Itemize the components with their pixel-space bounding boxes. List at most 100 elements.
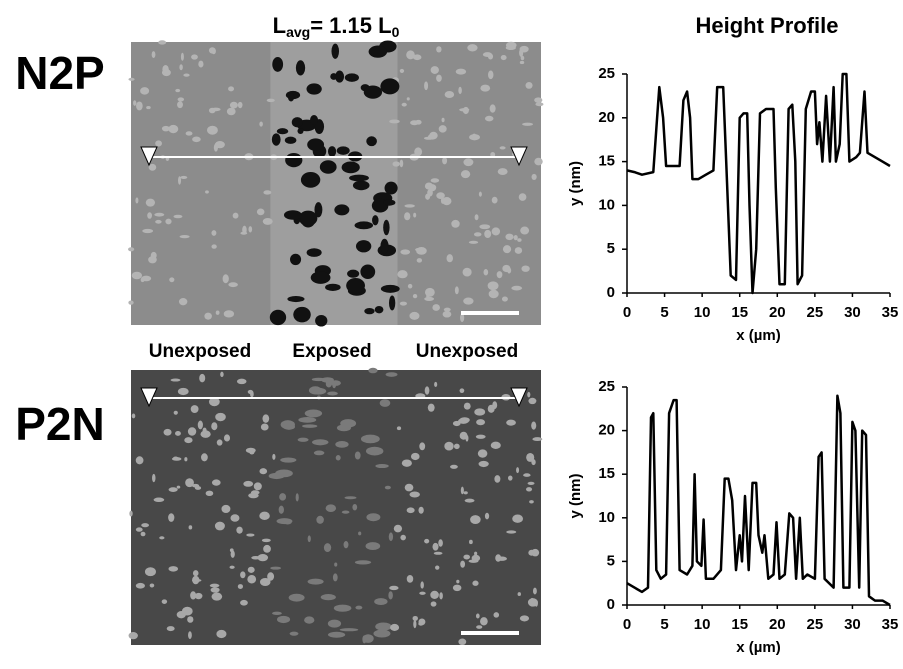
island [452, 584, 462, 592]
hole [363, 85, 383, 99]
island [436, 46, 442, 53]
hole [366, 136, 377, 147]
island [151, 51, 156, 58]
island [206, 125, 218, 135]
island [506, 530, 517, 534]
island [128, 247, 135, 252]
island [133, 100, 137, 106]
island [414, 147, 423, 157]
island [177, 101, 183, 109]
island [298, 417, 317, 423]
island [397, 270, 408, 279]
island [214, 521, 225, 531]
island [222, 274, 229, 284]
island [152, 473, 156, 483]
island [512, 514, 524, 523]
island [166, 626, 175, 632]
island [502, 245, 512, 254]
x-tick-label: 20 [769, 616, 786, 633]
island [502, 264, 511, 273]
island [365, 542, 381, 550]
island [438, 539, 443, 547]
hole [383, 219, 390, 236]
island [153, 497, 165, 503]
island [215, 310, 220, 315]
island [354, 451, 361, 460]
hole [300, 171, 321, 188]
island [154, 212, 165, 217]
island [259, 511, 270, 521]
island [208, 397, 220, 407]
x-tick-label: 0 [623, 304, 631, 321]
island [432, 542, 439, 551]
island [412, 293, 418, 299]
height-profile [626, 394, 891, 607]
y-axis-label: y (nm) [567, 473, 584, 518]
island [475, 613, 480, 619]
island [230, 550, 235, 558]
island [475, 434, 486, 439]
island [263, 190, 272, 195]
island [518, 193, 527, 201]
island [532, 437, 543, 442]
island [214, 141, 225, 149]
island [327, 391, 338, 396]
island [183, 73, 190, 77]
island [228, 282, 238, 288]
column-label: Exposed [292, 341, 371, 362]
island [400, 534, 406, 541]
island [184, 437, 193, 444]
island [176, 611, 186, 619]
hole [269, 309, 287, 326]
hole [297, 127, 304, 135]
title-part: avg [286, 24, 310, 40]
island [177, 387, 189, 396]
island [168, 513, 175, 522]
island [406, 507, 415, 514]
y-tick-label: 10 [598, 509, 615, 526]
island [407, 283, 413, 289]
hole [352, 180, 370, 191]
island [289, 631, 299, 636]
island [463, 402, 471, 410]
island [215, 412, 226, 422]
y-tick-label: 5 [607, 552, 615, 569]
x-axis-label: x (µm) [736, 639, 780, 656]
island [228, 86, 235, 92]
island [135, 527, 143, 532]
island [170, 378, 181, 382]
island [468, 559, 479, 563]
island [335, 441, 349, 448]
island [341, 510, 350, 514]
island [430, 590, 439, 599]
island [325, 380, 332, 388]
island [229, 101, 238, 109]
island [460, 170, 471, 179]
marker [140, 146, 158, 167]
island [400, 249, 411, 255]
island [129, 510, 133, 517]
island [141, 275, 152, 282]
island [388, 591, 393, 600]
island [462, 267, 472, 277]
island [175, 88, 181, 93]
island [474, 408, 486, 416]
island [450, 464, 458, 469]
island [205, 190, 209, 194]
x-tick-label: 0 [623, 616, 631, 633]
height-profile [626, 72, 891, 295]
island [439, 592, 443, 600]
island [168, 566, 179, 572]
island [177, 97, 185, 102]
island [184, 457, 188, 462]
island [161, 599, 168, 604]
island [490, 441, 501, 449]
hole [285, 153, 303, 168]
island [288, 593, 305, 602]
island [148, 163, 157, 171]
island [223, 434, 231, 442]
island [479, 224, 491, 230]
island [140, 531, 146, 537]
island [278, 505, 284, 514]
island [260, 423, 269, 431]
